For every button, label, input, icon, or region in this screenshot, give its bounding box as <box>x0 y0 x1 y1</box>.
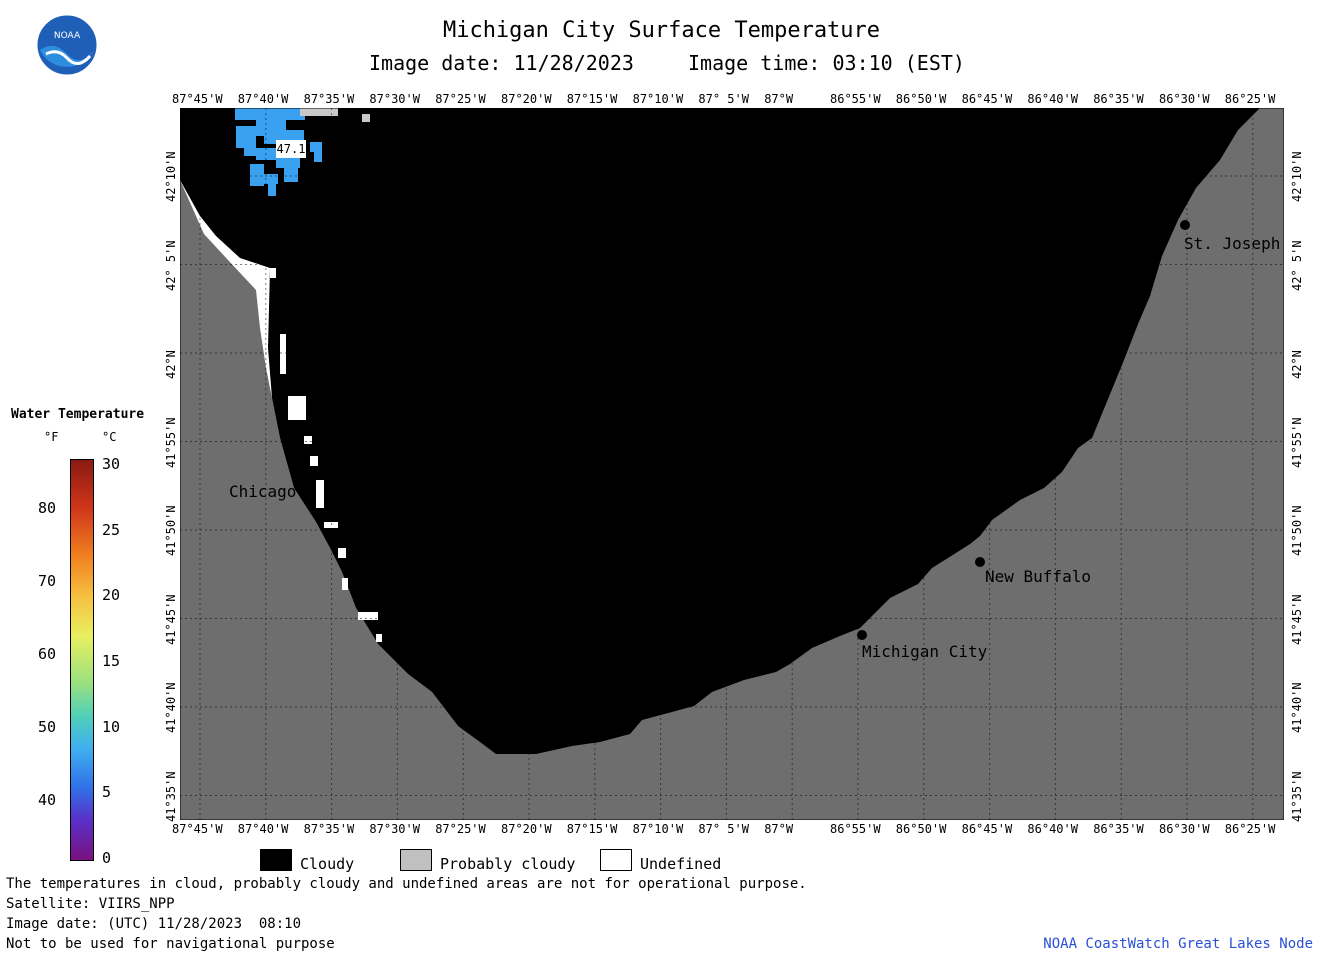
st-joseph-marker <box>1180 220 1190 230</box>
footer-credit-link[interactable]: NOAA CoastWatch Great Lakes Node <box>1043 936 1313 952</box>
latitude-tick-label: 42°N <box>1290 350 1304 379</box>
longitude-tick-label: 87°35'W <box>303 92 355 106</box>
colorbar-unit-f: °F <box>44 430 59 444</box>
city-label-michigan-city: Michigan City <box>862 642 988 661</box>
map-grid <box>180 108 1284 820</box>
longitude-tick-label: 86°55'W <box>830 822 881 836</box>
longitude-tick-label: 86°25'W <box>1224 92 1276 106</box>
legend-undefined-swatch <box>600 849 632 871</box>
svg-text:NOAA: NOAA <box>54 31 81 41</box>
longitude-tick-label: 87° 5'W <box>698 822 749 836</box>
longitude-tick-label: 86°30'W <box>1159 822 1210 836</box>
latitude-tick-label: 42° 5'N <box>164 239 178 291</box>
colorbar-title: Water Temperature <box>11 407 145 422</box>
footer-navigation-warning: Not to be used for navigational purpose <box>6 936 335 952</box>
colorbar-tick-fahrenheit: 50 <box>38 717 57 736</box>
image-time: Image time: 03:10 (EST) <box>688 51 965 75</box>
longitude-tick-label: 87°30'W <box>369 822 420 836</box>
latitude-tick-label: 42°10'N <box>164 151 178 202</box>
longitude-tick-label: 86°35'W <box>1093 92 1144 106</box>
noaa-logo-icon: NOAA <box>36 14 98 76</box>
longitude-tick-label: 86°40'W <box>1027 92 1078 106</box>
longitude-tick-label: 86°50'W <box>895 92 947 106</box>
longitude-tick-label: 87°10'W <box>632 822 684 836</box>
longitude-tick-label: 87°W <box>764 92 794 106</box>
latitude-tick-label: 41°40'N <box>1290 682 1304 733</box>
city-label-chicago: Chicago <box>229 482 297 501</box>
colorbar-tick-fahrenheit: 60 <box>38 644 57 663</box>
longitude-tick-label: 87°45'W <box>172 92 223 106</box>
longitude-tick-label: 86°35'W <box>1093 822 1144 836</box>
longitude-tick-label: 87°20'W <box>501 822 552 836</box>
longitude-tick-label: 87°20'W <box>501 92 552 106</box>
latitude-tick-label: 42°10'N <box>1290 151 1304 202</box>
latitude-tick-label: 41°35'N <box>1290 770 1304 822</box>
longitude-tick-label: 86°30'W <box>1159 92 1210 106</box>
colorbar-tick-fahrenheit: 80 <box>38 498 57 517</box>
longitude-tick-label: 87°35'W <box>303 822 355 836</box>
new-buffalo-marker <box>975 557 985 567</box>
longitude-tick-label: 86°45'W <box>961 92 1013 106</box>
latitude-tick-label: 41°55'N <box>164 416 178 468</box>
legend-cloudy-swatch <box>260 849 292 871</box>
colorbar-unit-c: °C <box>102 430 117 444</box>
city-label-st-joseph: St. Joseph <box>1184 234 1281 253</box>
latitude-tick-label: 41°45'N <box>164 593 178 645</box>
footer-utc-date: Image date: (UTC) 11/28/2023 08:10 <box>6 916 302 932</box>
latitude-tick-label: 42°N <box>164 350 178 379</box>
longitude-tick-label: 87°25'W <box>435 822 486 836</box>
longitude-tick-label: 86°25'W <box>1224 822 1276 836</box>
footer-note: The temperatures in cloud, probably clou… <box>6 876 807 892</box>
legend-cloudy-label: Cloudy <box>300 855 355 873</box>
legend-probably-cloudy-swatch <box>400 849 432 871</box>
longitude-tick-label: 87° 5'W <box>698 92 749 106</box>
longitude-tick-label: 86°50'W <box>895 822 947 836</box>
temperature-label: 47.1 <box>277 142 306 156</box>
longitude-tick-label: 87°10'W <box>632 92 684 106</box>
longitude-tick-label: 87°25'W <box>435 92 486 106</box>
colorbar-tick-celsius: 20 <box>102 586 121 605</box>
latitude-tick-label: 41°40'N <box>164 682 178 733</box>
longitude-tick-label: 86°40'W <box>1027 822 1078 836</box>
longitude-tick-label: 87°15'W <box>566 92 618 106</box>
michigan-city-marker <box>857 630 867 640</box>
colorbar-tick-fahrenheit: 70 <box>38 571 57 590</box>
legend-undefined-label: Undefined <box>640 855 722 873</box>
city-label-new-buffalo: New Buffalo <box>985 567 1091 586</box>
longitude-tick-label: 87°30'W <box>369 92 420 106</box>
colorbar-tick-celsius: 30 <box>102 455 121 473</box>
chicago-marker <box>296 473 306 483</box>
colorbar-tick-celsius: 10 <box>102 717 121 736</box>
temperature-label-box <box>276 140 306 158</box>
colorbar <box>70 459 94 861</box>
longitude-tick-label: 87°40'W <box>237 92 289 106</box>
nearshore-features <box>300 108 370 122</box>
latitude-tick-label: 42° 5'N <box>1290 239 1304 291</box>
legend-probably-cloudy-label: Probably cloudy <box>440 855 576 873</box>
undefined-pockets <box>270 268 382 642</box>
colorbar-tick-celsius: 25 <box>102 520 121 539</box>
image-date: Image date: 11/28/2023 <box>369 51 634 75</box>
longitude-tick-label: 86°55'W <box>830 92 881 106</box>
longitude-tick-label: 87°15'W <box>566 822 618 836</box>
colorbar-tick-celsius: 0 <box>102 849 112 867</box>
colorbar-tick-fahrenheit: 40 <box>38 790 57 809</box>
longitude-tick-label: 87°40'W <box>237 822 289 836</box>
longitude-tick-label: 87°45'W <box>172 822 223 836</box>
longitude-tick-label: 86°45'W <box>961 822 1013 836</box>
colorbar-tick-celsius: 15 <box>102 652 121 670</box>
temperature-map: 47.1 <box>180 108 1284 820</box>
noaa-logo: NOAA <box>36 14 98 76</box>
latitude-tick-label: 41°45'N <box>1290 593 1304 645</box>
latitude-tick-label: 41°55'N <box>1290 416 1304 468</box>
colorbar-tick-celsius: 5 <box>102 783 112 802</box>
page-title: Michigan City Surface Temperature <box>442 18 881 43</box>
latitude-tick-label: 41°50'N <box>164 505 178 556</box>
footer-satellite: Satellite: VIIRS_NPP <box>6 896 175 912</box>
latitude-tick-label: 41°50'N <box>1290 505 1304 556</box>
latitude-tick-label: 41°35'N <box>164 770 178 822</box>
longitude-tick-label: 87°W <box>764 822 794 836</box>
water-temperature-pixels <box>235 108 322 196</box>
